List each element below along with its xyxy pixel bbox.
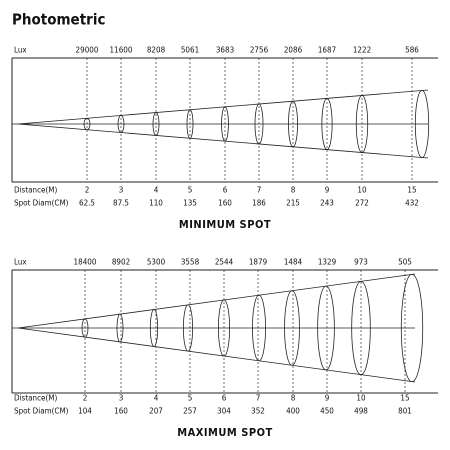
spot-diameter-value: 215 xyxy=(286,199,300,208)
beam-spot xyxy=(351,280,371,376)
distance-value: 4 xyxy=(154,186,159,195)
spot-diameter-value: 207 xyxy=(149,407,163,416)
lux-value: 973 xyxy=(354,258,368,267)
lux-value: 2086 xyxy=(284,46,303,55)
distance-value: 3 xyxy=(119,186,124,195)
beam-spot xyxy=(116,313,124,343)
distance-label: Distance(M) xyxy=(14,186,57,195)
beam-spot xyxy=(284,290,300,366)
beam-spot xyxy=(182,304,194,352)
spot-diameter-value: 62.5 xyxy=(79,199,95,208)
lux-value: 5300 xyxy=(147,258,166,267)
distance-value: 5 xyxy=(188,394,193,403)
spot-diameter-value: 243 xyxy=(320,199,334,208)
distance-value: 10 xyxy=(356,394,366,403)
lux-value: 8208 xyxy=(147,46,166,55)
distance-value: 15 xyxy=(400,394,409,403)
beam-spot xyxy=(117,115,125,133)
beam-spot xyxy=(252,294,266,362)
lux-value: 3558 xyxy=(181,258,200,267)
spot-diameter-value: 160 xyxy=(218,199,232,208)
distance-value: 5 xyxy=(188,186,193,195)
distance-value: 3 xyxy=(119,394,124,403)
spot-diameter-value: 160 xyxy=(114,407,128,416)
beam-spot xyxy=(321,97,333,151)
distance-value: 8 xyxy=(291,186,296,195)
lux-value: 8902 xyxy=(112,258,130,267)
spot-diameter-value: 400 xyxy=(286,407,300,416)
spot-diameter-value: 104 xyxy=(78,407,92,416)
beam-spot xyxy=(288,100,298,148)
beam-spot xyxy=(317,285,335,371)
lux-value: 11600 xyxy=(110,46,133,55)
beam-spot xyxy=(221,106,229,142)
distance-label: Distance(M) xyxy=(14,394,57,403)
spot-diameter-value: 257 xyxy=(183,407,197,416)
spot-diameter-value: 432 xyxy=(405,199,419,208)
spot-diameter-value: 272 xyxy=(355,199,369,208)
distance-value: 2 xyxy=(83,394,88,403)
beam-spot xyxy=(400,274,424,382)
distance-value: 7 xyxy=(256,394,261,403)
spot-diameter-value: 450 xyxy=(320,407,334,416)
title: Photometric xyxy=(12,11,105,29)
distance-value: 2 xyxy=(85,186,90,195)
beam-spot xyxy=(149,309,159,347)
lux-value: 3683 xyxy=(216,46,234,55)
distance-value: 8 xyxy=(291,394,296,403)
distance-value: 7 xyxy=(257,186,262,195)
caption: MINIMUM SPOT xyxy=(179,218,271,231)
beam-spot xyxy=(186,109,194,139)
beam-spot xyxy=(83,117,91,131)
lux-label: Lux xyxy=(14,46,27,55)
spot-diameter-value: 304 xyxy=(217,407,231,416)
lux-value: 2544 xyxy=(215,258,234,267)
distance-value: 10 xyxy=(357,186,367,195)
spot-label: Spot Diam(CM) xyxy=(14,407,69,416)
distance-value: 9 xyxy=(325,394,330,403)
beam-spot xyxy=(217,299,231,357)
spot-diameter-value: 110 xyxy=(149,199,163,208)
spot-diameter-value: 352 xyxy=(251,407,265,416)
lux-value: 1222 xyxy=(353,46,371,55)
distance-value: 9 xyxy=(325,186,330,195)
lux-label: Lux xyxy=(14,258,27,267)
beam-spot xyxy=(152,112,160,136)
spot-diameter-value: 801 xyxy=(398,407,412,416)
distance-value: 15 xyxy=(407,186,416,195)
distance-value: 4 xyxy=(154,394,159,403)
lux-value: 2756 xyxy=(250,46,269,55)
spot-diameter-value: 87.5 xyxy=(113,199,129,208)
spot-label: Spot Diam(CM) xyxy=(14,199,69,208)
lux-value: 505 xyxy=(398,258,412,267)
beam-spot xyxy=(355,95,369,153)
distance-value: 6 xyxy=(222,394,227,403)
spot-diameter-value: 135 xyxy=(183,199,197,208)
lux-value: 1687 xyxy=(318,46,336,55)
cone-edge xyxy=(17,273,416,329)
lux-value: 1879 xyxy=(249,258,268,267)
cone-edge xyxy=(17,327,416,383)
spot-diameter-value: 498 xyxy=(354,407,368,416)
lux-value: 5061 xyxy=(181,46,199,55)
distance-value: 6 xyxy=(223,186,228,195)
caption: MAXIMUM SPOT xyxy=(177,426,273,439)
spot-diameter-value: 186 xyxy=(252,199,266,208)
beam-spot xyxy=(414,90,430,158)
lux-value: 586 xyxy=(405,46,419,55)
lux-value: 1484 xyxy=(284,258,303,267)
lux-value: 18400 xyxy=(74,258,97,267)
beam-spot xyxy=(254,103,264,145)
lux-value: 1329 xyxy=(318,258,337,267)
lux-value: 29000 xyxy=(76,46,99,55)
beam-spot xyxy=(81,318,89,338)
